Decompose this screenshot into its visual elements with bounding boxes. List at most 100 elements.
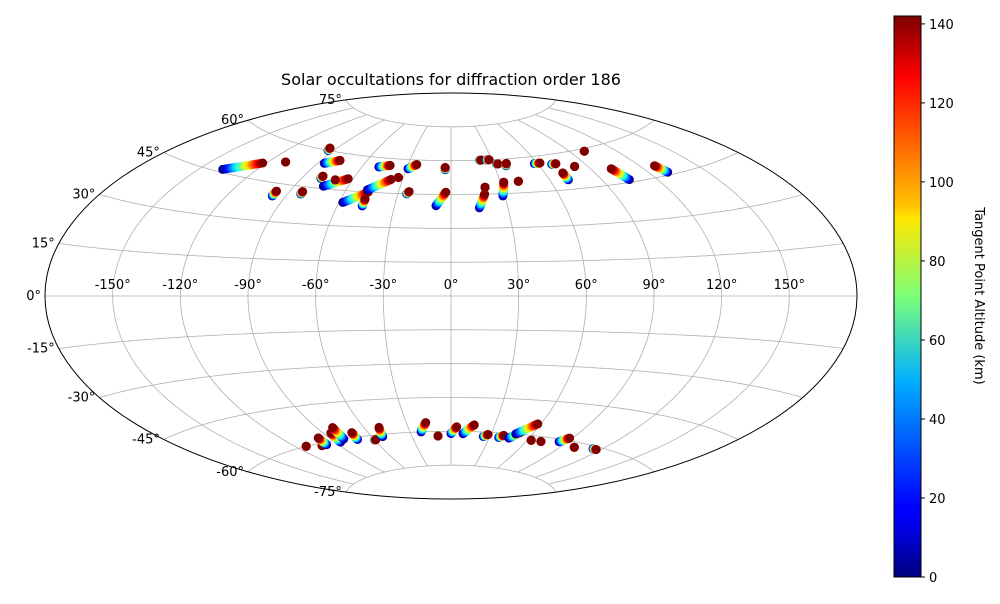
occultation-point — [452, 422, 462, 432]
longitude-tick-label: -90° — [234, 278, 262, 293]
occultation-point — [650, 161, 659, 171]
occultation-point — [484, 155, 494, 165]
colorbar-tick-label: 120 — [929, 97, 954, 112]
occultation-point — [393, 173, 403, 182]
occultation-point — [404, 187, 414, 197]
longitude-tick-label: 90° — [642, 278, 665, 293]
longitude-tick-label: 60° — [575, 278, 598, 293]
meridian-line — [112, 107, 354, 485]
occultation-point — [533, 419, 543, 429]
occultation-point — [493, 159, 503, 169]
occultation-point — [441, 187, 451, 197]
occultation-point — [536, 437, 546, 446]
occultation-point — [281, 157, 291, 167]
occultation-point — [412, 160, 422, 169]
occultation-point — [480, 182, 490, 192]
meridian-line — [517, 119, 655, 473]
latitude-tick-label: 0° — [26, 289, 41, 304]
occultation-point — [535, 158, 545, 168]
occultation-point — [258, 158, 268, 168]
occultation-point — [360, 194, 370, 204]
latitude-tick-label: 15° — [32, 237, 55, 252]
data-points — [218, 143, 673, 455]
latitude-tick-label: 45° — [137, 146, 160, 161]
longitude-tick-label: -60° — [302, 278, 330, 293]
colorbar-tick-label: 140 — [929, 18, 954, 33]
longitude-tick-label: -120° — [162, 278, 198, 293]
colorbar: 0 20 40 60 80 100 120 140 Tangent Point Altitud… — [893, 15, 986, 586]
colorbar-tick-label: 40 — [929, 413, 946, 428]
occultation-point — [606, 164, 616, 174]
longitude-tick-label: 30° — [507, 278, 530, 293]
colorbar-label: Tangent Point Altitude (km) — [971, 206, 986, 384]
parallel-line — [345, 99, 557, 128]
colorbar-ticks: 0 20 40 60 80 100 120 140 — [921, 18, 954, 586]
chart-title: Solar occultations for diffraction order… — [281, 70, 621, 89]
meridian-line — [382, 125, 428, 467]
occultation-point — [386, 174, 396, 184]
occultation-point — [374, 422, 384, 432]
map-frame — [44, 92, 858, 500]
latitude-tick-label: 75° — [319, 93, 342, 108]
occultation-point — [558, 168, 568, 178]
occultation-point — [499, 177, 509, 187]
longitude-tick-label: 150° — [774, 278, 805, 293]
occultation-point — [513, 176, 523, 186]
occultation-point — [298, 187, 308, 197]
meridian-line — [535, 114, 722, 478]
map-grid — [45, 99, 857, 493]
latitude-tick-label: -75° — [314, 485, 342, 500]
occultation-point — [579, 146, 589, 156]
longitude-tick-label: 120° — [706, 278, 737, 293]
occultation-point — [330, 175, 340, 185]
occultation-point — [569, 442, 579, 452]
occultation-point — [501, 158, 511, 168]
occultation-point — [318, 171, 328, 181]
occultation-point — [335, 155, 345, 165]
occultation-point — [272, 186, 281, 196]
occultation-point — [565, 433, 575, 443]
latitude-tick-label: -60° — [216, 465, 244, 480]
parallel-line — [345, 464, 557, 493]
occultation-point — [328, 423, 338, 432]
latitude-tick-label: -45° — [132, 433, 160, 448]
occultation-point — [483, 430, 493, 439]
occultation-point — [421, 418, 431, 428]
occultation-point — [480, 189, 490, 199]
meridian-line — [247, 119, 385, 473]
occultation-point — [347, 428, 357, 438]
occultation-point — [526, 435, 536, 445]
occultation-point — [469, 420, 479, 430]
latitude-tick-label: 30° — [72, 188, 95, 203]
longitude-tick-label: -150° — [95, 278, 131, 293]
meridian-line — [548, 107, 790, 485]
occultation-point — [385, 160, 395, 170]
longitude-tick-label: -30° — [369, 278, 397, 293]
latitude-labels: 75° 60° 45° 30° 15° 0° -15° -30° -45° -60° -75° — [26, 93, 342, 500]
occultation-point — [301, 441, 311, 451]
colorbar-gradient — [893, 15, 922, 578]
colorbar-tick-label: 100 — [929, 176, 954, 191]
meridian-line — [496, 123, 587, 469]
latitude-tick-label: 60° — [221, 113, 244, 128]
longitude-labels: -150° -120° -90° -60° -30° 0° 30° 60° 90° 120° 150… — [95, 278, 805, 293]
occultation-point — [551, 159, 561, 169]
colorbar-tick-label: 20 — [929, 492, 946, 507]
latitude-tick-label: -15° — [27, 342, 55, 357]
longitude-tick-label: 0° — [444, 278, 459, 293]
occultation-point — [343, 174, 353, 184]
occultation-point — [371, 435, 381, 445]
occultation-point — [440, 162, 450, 172]
colorbar-tick-label: 0 — [929, 571, 937, 586]
occultation-point — [433, 431, 443, 441]
occultation-point — [325, 143, 335, 153]
occultation-point — [570, 161, 580, 171]
occultation-point — [313, 433, 323, 443]
latitude-tick-label: -30° — [68, 391, 96, 406]
meridian-line — [315, 123, 406, 469]
occultation-point — [591, 445, 601, 455]
colorbar-tick-label: 80 — [929, 255, 946, 270]
colorbar-tick-label: 60 — [929, 334, 946, 349]
